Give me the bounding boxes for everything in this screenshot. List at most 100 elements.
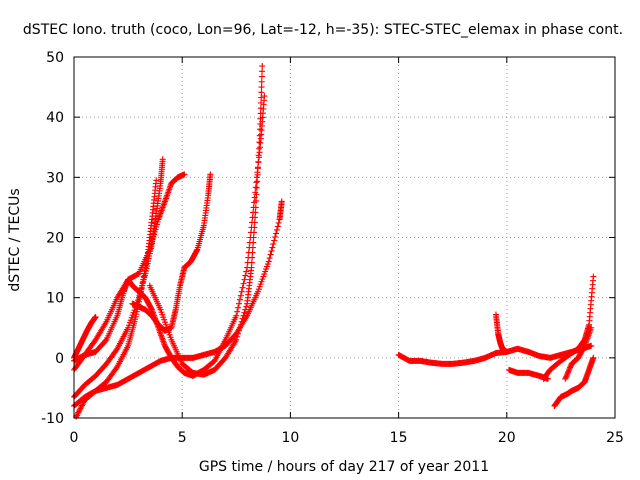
data-point [238,288,245,295]
data-point [258,99,265,106]
x-tick-label: 0 [70,430,79,446]
data-point [272,233,279,240]
data-series [129,171,214,334]
data-point [234,308,241,315]
y-tick-label: 0 [55,351,64,367]
data-point [254,178,261,185]
data-point [254,165,261,172]
data-point [257,105,264,112]
data-point [239,284,246,291]
x-tick-label: 15 [390,430,408,446]
data-point [258,73,265,80]
data-series [71,177,160,409]
data-point [258,78,265,85]
data-point [268,248,275,255]
data-point [237,292,244,299]
data-point [253,179,260,186]
data-point [590,354,597,361]
data-point [254,171,261,178]
x-tick-label: 25 [606,430,624,446]
data-series [551,354,597,409]
x-axis-title: GPS time / hours of day 217 of year 2011 [199,459,489,475]
data-point [250,239,257,246]
data-point [259,68,266,75]
data-point [76,406,83,413]
data-point [248,264,255,271]
data-point [249,254,256,261]
y-tick-label: 30 [46,170,64,186]
data-series [71,313,99,361]
data-point [256,145,263,152]
data-point [258,89,265,96]
y-tick-label: 10 [46,291,64,307]
data-point [253,191,260,198]
y-tick-label: 20 [46,231,64,247]
y-tick-label: 40 [46,110,64,126]
data-series [146,63,266,378]
data-point [207,171,214,178]
y-tick-label: -10 [41,411,64,427]
data-point [503,348,510,355]
data-point [238,318,245,325]
data-point [261,93,268,100]
data-point [80,399,87,406]
data-point [258,84,265,91]
x-tick-label: 10 [281,430,299,446]
data-point [78,402,85,409]
data-point [256,139,263,146]
data-point [255,152,262,159]
data-series [395,342,595,367]
data-point [249,249,256,256]
data-point [159,156,166,163]
data-point [237,321,244,328]
x-tick-label: 5 [178,430,187,446]
data-point [243,303,250,310]
x-tick-label: 20 [498,430,516,446]
data-point [243,268,250,275]
data-point [250,234,257,241]
data-point [270,241,277,248]
data-point [265,258,272,265]
data-point [252,214,259,221]
data-point [272,230,279,237]
data-point [588,324,595,331]
data-point [252,204,259,211]
data-point [269,244,276,251]
data-point [113,347,120,354]
data-point [253,184,260,191]
data-point [257,126,264,133]
data-point [255,158,262,165]
data-point [77,405,84,412]
data-point [273,226,280,233]
data-point [113,365,120,372]
data-point [241,276,248,283]
data-marks [71,63,597,420]
data-point [102,337,109,344]
data-point [275,219,282,226]
data-point [236,324,243,331]
data-point [235,304,242,311]
y-axis-title: dSTEC / TECUs [7,188,23,291]
data-point [236,296,243,303]
data-point [266,255,273,262]
data-point [278,198,285,205]
data-series [492,311,510,355]
data-point [250,229,257,236]
data-point [257,115,264,122]
data-point [233,312,240,319]
data-point [251,194,258,201]
data-point [240,312,247,319]
data-point [256,132,263,139]
data-point [233,336,240,343]
data-point [236,327,243,334]
data-point [241,309,248,316]
data-point [249,244,256,251]
data-point [251,224,258,231]
data-point [252,209,259,216]
data-series [73,198,285,420]
data-point [153,177,160,184]
data-point [258,94,265,101]
data-point [235,330,242,337]
chart-title: dSTEC Iono. truth (coco, Lon=96, Lat=-12… [23,22,623,38]
